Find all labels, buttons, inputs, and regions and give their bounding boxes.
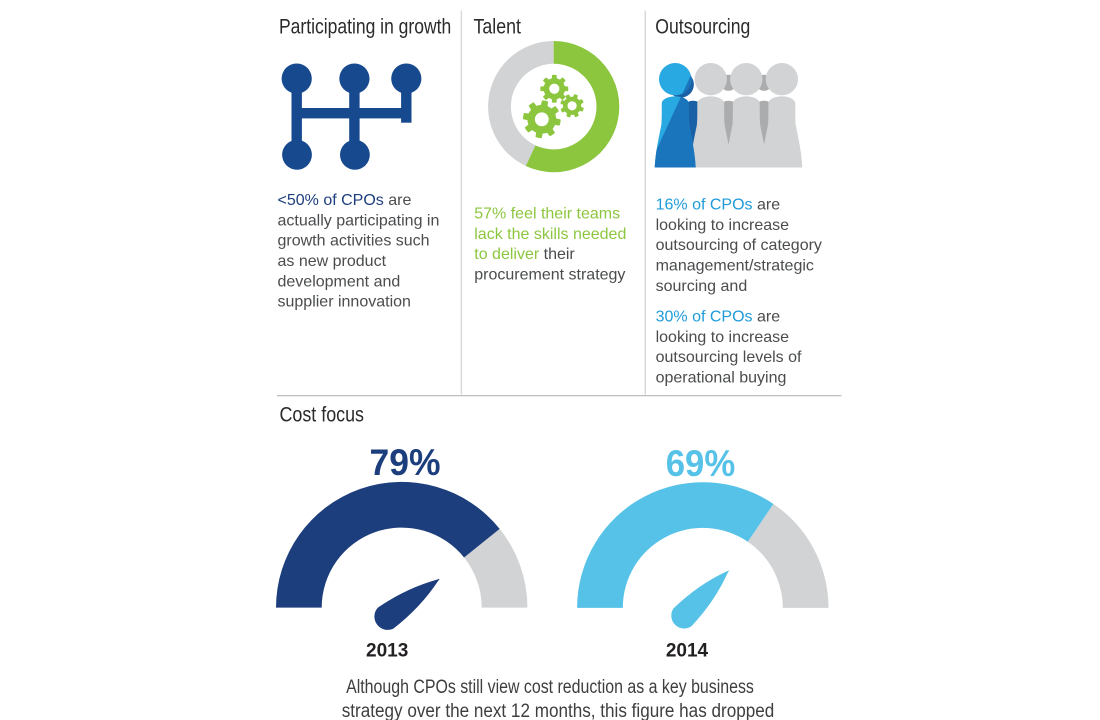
svg-text:Although CPOs still view cost: Although CPOs still view cost reduction … (346, 677, 754, 698)
svg-text:2014: 2014 (666, 641, 709, 662)
svg-text:strategy over the next 12 mont: strategy over the next 12 months, this f… (342, 701, 775, 720)
svg-text:looking to increase: looking to increase (656, 217, 790, 234)
svg-text:2013: 2013 (366, 641, 408, 662)
svg-text:to deliver their: to deliver their (474, 246, 575, 263)
svg-text:supplier innovation: supplier innovation (278, 294, 411, 311)
svg-text:outsourcing levels of: outsourcing levels of (656, 349, 802, 366)
svg-text:69%: 69% (666, 443, 736, 484)
svg-text:57% feel their teams: 57% feel their teams (474, 206, 620, 223)
svg-text:30% of CPOs are: 30% of CPOs are (656, 308, 781, 325)
svg-text:lack the skills needed: lack the skills needed (474, 226, 626, 243)
svg-text:growth activities such: growth activities such (278, 233, 430, 250)
svg-text:<50% of CPOs are: <50% of CPOs are (278, 192, 412, 209)
svg-text:operational buying: operational buying (656, 369, 787, 386)
svg-text:sourcing and: sourcing and (656, 278, 748, 295)
svg-text:looking to increase: looking to increase (656, 329, 790, 346)
svg-text:as new product: as new product (278, 253, 387, 270)
svg-text:development and: development and (278, 273, 401, 290)
svg-text:management/strategic: management/strategic (656, 257, 814, 274)
svg-text:Talent: Talent (474, 16, 522, 39)
svg-text:procurement strategy: procurement strategy (474, 267, 625, 284)
svg-text:79%: 79% (370, 442, 441, 483)
svg-text:Outsourcing: Outsourcing (655, 16, 750, 39)
svg-text:Participating in growth: Participating in growth (279, 16, 451, 39)
svg-text:Cost focus: Cost focus (280, 404, 365, 427)
svg-text:outsourcing of category: outsourcing of category (656, 237, 822, 254)
svg-text:actually participating in: actually participating in (278, 212, 440, 229)
svg-text:16% of CPOs are: 16% of CPOs are (656, 196, 781, 213)
